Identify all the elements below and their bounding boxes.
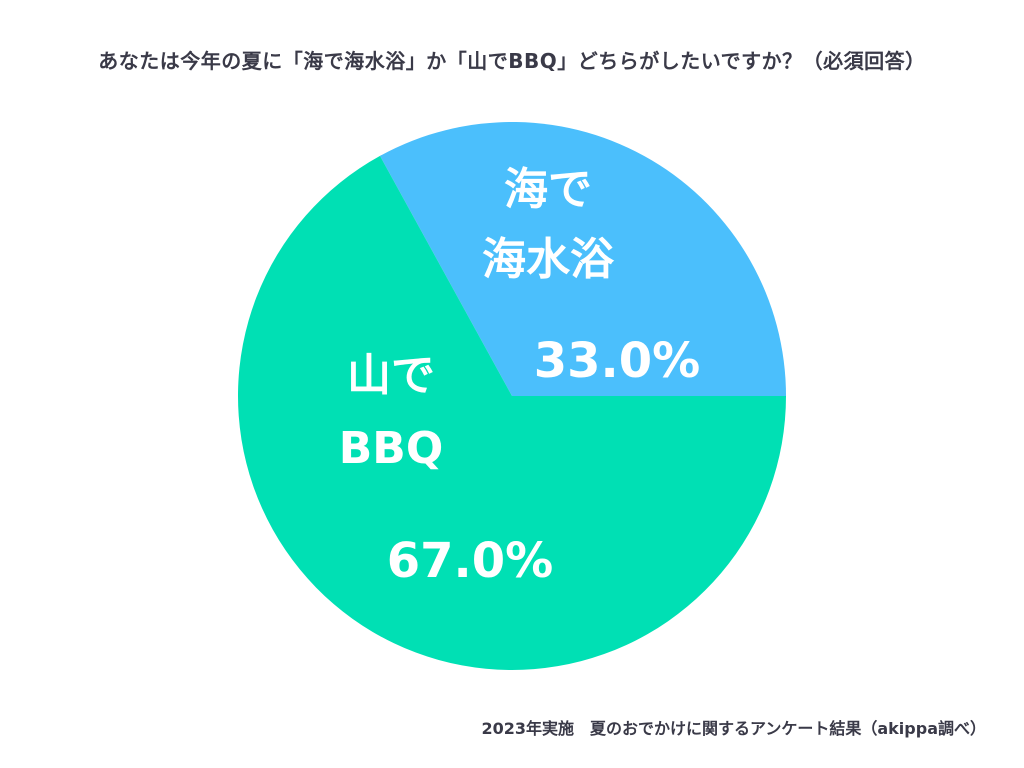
slice-0-value-label: 33.0% (534, 333, 701, 389)
pie-slice-1 (237, 155, 786, 670)
chart-title: あなたは今年の夏に「海で海水浴」か「山でBBQ」どちらがしたいですか？（必須回答… (98, 49, 926, 73)
chart-footnote: 2023年実施 夏のおでかけに関するアンケート結果（akippa調べ） (481, 719, 986, 738)
slices-layer (237, 121, 786, 670)
slice-1-name-line-0: 山で (347, 350, 435, 401)
slice-1-name-line-1: BBQ (339, 423, 443, 474)
slice-0-name-line-1: 海水浴 (482, 234, 615, 285)
labels-layer: 海で海水浴 33.0% 山で BBQ 67.0% (339, 164, 701, 589)
slice-0-name-line-0: 海で (504, 164, 592, 215)
pie-slice-0 (380, 121, 786, 397)
slice-1-value-label: 67.0% (387, 533, 554, 589)
